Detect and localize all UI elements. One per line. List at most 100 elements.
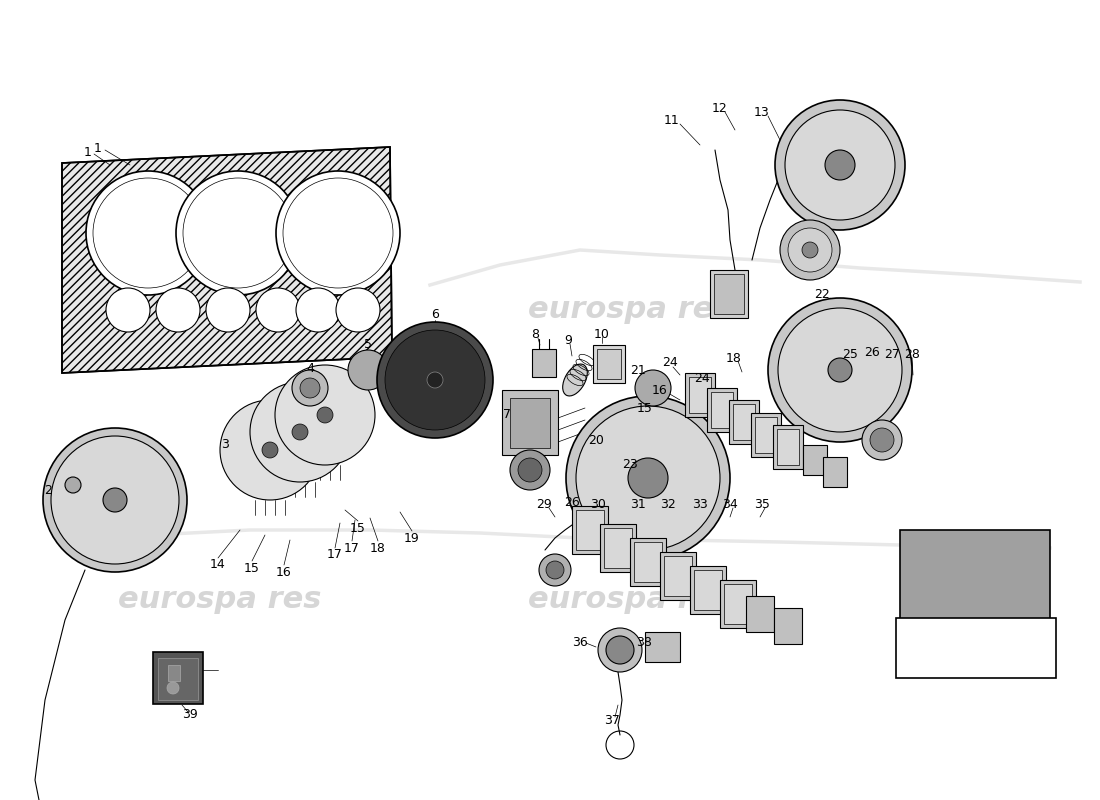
Text: 34: 34 (722, 498, 738, 511)
Circle shape (51, 436, 179, 564)
Bar (711, 392, 733, 428)
Bar (593, 345, 625, 383)
Circle shape (256, 288, 300, 332)
Text: 29: 29 (536, 498, 552, 511)
Bar (664, 556, 692, 596)
Text: 23: 23 (623, 458, 638, 471)
Circle shape (635, 370, 671, 406)
Bar (645, 632, 680, 662)
Circle shape (785, 110, 895, 220)
Circle shape (518, 458, 542, 482)
Text: 36: 36 (572, 637, 587, 650)
Text: 9: 9 (564, 334, 572, 346)
Circle shape (336, 288, 380, 332)
Bar (685, 373, 715, 417)
Bar (896, 618, 1056, 678)
Bar (660, 552, 696, 600)
Text: 5: 5 (364, 338, 372, 351)
Text: 24: 24 (662, 357, 678, 370)
Bar (630, 538, 666, 586)
Bar (900, 530, 1050, 620)
Text: 35: 35 (755, 498, 770, 511)
Circle shape (628, 458, 668, 498)
Circle shape (183, 178, 293, 288)
Circle shape (206, 288, 250, 332)
Bar (714, 274, 744, 314)
Text: 4: 4 (306, 362, 313, 374)
Circle shape (348, 350, 388, 390)
Text: 15: 15 (350, 522, 366, 534)
Bar (710, 270, 748, 318)
Circle shape (377, 322, 493, 438)
Circle shape (862, 420, 902, 460)
Text: 11: 11 (664, 114, 680, 126)
Circle shape (250, 382, 350, 482)
Text: 1: 1 (84, 146, 92, 158)
Circle shape (427, 372, 443, 388)
Text: 14: 14 (210, 558, 225, 571)
Text: 27: 27 (884, 349, 900, 362)
Bar (777, 429, 799, 465)
Text: 18: 18 (726, 351, 741, 365)
Circle shape (825, 150, 855, 180)
Text: 21: 21 (630, 363, 646, 377)
Polygon shape (62, 147, 392, 373)
Circle shape (220, 400, 320, 500)
Circle shape (262, 442, 278, 458)
Text: 15: 15 (637, 402, 653, 414)
Text: 24: 24 (694, 371, 710, 385)
Circle shape (43, 428, 187, 572)
Circle shape (283, 178, 393, 288)
Text: 39: 39 (183, 709, 198, 722)
Text: 26: 26 (564, 497, 580, 510)
Bar (733, 404, 755, 440)
Circle shape (300, 378, 320, 398)
Text: 26: 26 (865, 346, 880, 358)
Bar (510, 398, 550, 448)
Bar (576, 510, 604, 550)
Circle shape (275, 365, 375, 465)
Text: 16: 16 (652, 383, 668, 397)
Bar (572, 506, 608, 554)
Bar (746, 596, 774, 632)
Circle shape (156, 288, 200, 332)
Text: 22: 22 (814, 289, 829, 302)
Text: 38: 38 (636, 637, 652, 650)
Bar (604, 528, 632, 568)
Text: 3: 3 (221, 438, 229, 451)
Text: 17: 17 (327, 549, 343, 562)
Text: 37: 37 (604, 714, 620, 726)
Text: 1: 1 (95, 142, 102, 154)
Bar (755, 417, 777, 453)
Bar (532, 349, 556, 377)
Circle shape (292, 424, 308, 440)
Text: 20: 20 (588, 434, 604, 446)
Bar (729, 400, 759, 444)
Text: 16: 16 (276, 566, 292, 578)
Circle shape (576, 406, 720, 550)
Text: 33: 33 (692, 498, 708, 511)
Circle shape (828, 358, 852, 382)
Circle shape (776, 100, 905, 230)
Bar (773, 425, 803, 469)
Bar (823, 457, 847, 487)
Circle shape (292, 370, 328, 406)
Text: 10: 10 (594, 327, 609, 341)
Bar (634, 542, 662, 582)
Circle shape (539, 554, 571, 586)
Text: 13: 13 (755, 106, 770, 118)
Bar (600, 524, 636, 572)
Circle shape (176, 171, 300, 295)
Circle shape (317, 407, 333, 423)
Bar (689, 377, 711, 413)
Bar (502, 390, 558, 455)
Text: 8: 8 (531, 329, 539, 342)
Circle shape (106, 288, 150, 332)
Circle shape (86, 171, 210, 295)
Bar (168, 665, 180, 681)
Circle shape (778, 308, 902, 432)
Bar (724, 584, 752, 624)
Text: 12: 12 (712, 102, 728, 114)
Circle shape (768, 298, 912, 442)
Bar (158, 658, 198, 700)
